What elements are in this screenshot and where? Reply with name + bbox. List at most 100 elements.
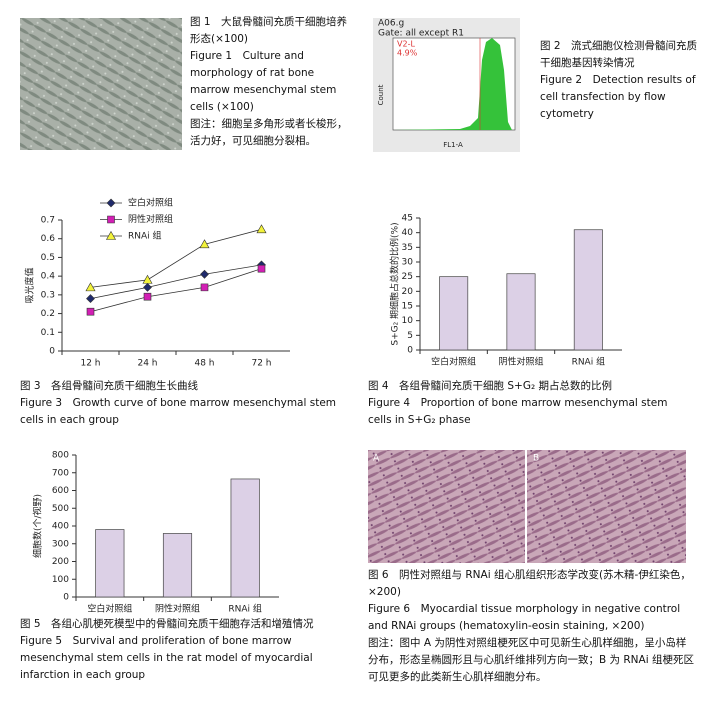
series-line [90,228,262,288]
y-tick-label: 400 [52,522,69,532]
y-tick-label: 0 [407,346,413,356]
point [257,264,266,273]
bar [230,478,260,598]
flow-histogram [393,38,512,130]
x-tick-label: 72 h [251,359,271,369]
flow-region: V2-L [397,40,415,49]
y-tick-label: 0.1 [41,328,55,338]
legend-marker [107,215,115,224]
y-tick-label: 200 [52,557,69,567]
series-line [90,268,262,313]
caption-en: Figure 4 Proportion of bone marrow mesen… [368,397,668,426]
caption: 图 2 流式细胞仪检测骨髓间充质干细胞基因转染情况 Figure 2 Detec… [540,38,702,123]
caption-cn: 图 5 各组心肌梗死模型中的骨髓间充质干细胞存活和增殖情况 [20,618,314,630]
flow-gate: Gate: all except R1 [378,29,464,39]
legend-label: 空白对照组 [128,197,173,209]
bar [573,229,603,351]
caption-note: 图注：细胞呈多角形或者长梭形，活力好，可见细胞分裂相。 [190,118,348,147]
y-tick-label: 30 [402,258,414,268]
x-tick-label: RNAi 组 [228,603,262,615]
y-tick-label: 0 [63,593,69,603]
flow-panel: A06.g Gate: all except R1 V2-L 4.9% Coun… [373,18,520,152]
y-tick-label: 25 [402,272,413,282]
caption-en: Figure 3 Growth curve of bone marrow mes… [20,397,337,426]
caption-en: Figure 2 Detection results of cell trans… [540,74,696,120]
x-tick-label: 12 h [80,359,100,369]
caption-en: Figure 6 Myocardial tissue morphology in… [368,603,681,632]
caption-cn: 图 2 流式细胞仪检测骨髓间充质干细胞基因转染情况 [540,40,698,69]
point [142,274,153,284]
bar [95,529,125,598]
y-tick-label: 700 [52,468,69,478]
flow-ylabel: Count [377,84,385,105]
caption-cn: 图 3 各组骨髓间充质干细胞生长曲线 [20,380,199,392]
y-axis-label: S+G₂ 期细胞占总数的比例(%) [389,222,401,345]
caption-en: Figure 1 Culture and morphology of rat b… [190,50,337,113]
y-tick-label: 40 [402,228,414,238]
legend-marker [105,230,117,240]
bar [439,276,469,351]
caption: 图 6 阴性对照组与 RNAi 组心肌组织形态学改变(苏木精-伊红染色，×200… [368,567,694,686]
legend-label: 阴性对照组 [128,213,173,225]
y-tick-label: 45 [402,214,413,224]
caption-note: 图注：图中 A 为阴性对照组梗死区中可见新生心肌样细胞，呈小岛样分布，形态呈椭圆… [368,637,694,683]
y-tick-label: 500 [52,504,69,514]
legend-marker [106,198,116,208]
y-tick-label: 5 [407,331,413,341]
y-tick-label: 0.7 [41,216,55,226]
y-axis-label: 吸光度值 [24,267,36,303]
x-tick-label: 阴性对照组 [498,356,543,368]
y-tick-label: 35 [402,243,413,253]
y-tick-label: 0 [49,347,55,357]
y-tick-label: 20 [402,287,414,297]
y-tick-label: 0.6 [41,234,56,244]
caption-en: Figure 5 Survival and proliferation of b… [20,635,313,681]
point [200,283,209,292]
x-tick-label: 48 h [194,359,214,369]
x-tick-label: 24 h [137,359,157,369]
x-tick-label: 空白对照组 [431,356,476,368]
y-tick-label: 15 [402,302,413,312]
point [85,282,96,292]
point [86,307,95,316]
fig1-image [20,18,182,150]
flow-percent: 4.9% [397,49,418,58]
bar [162,533,193,598]
bar [506,273,536,351]
point [143,282,152,292]
y-tick-label: 0.3 [41,290,55,300]
flow-title: A06.g [378,19,404,29]
y-tick-label: 100 [52,575,69,585]
caption-cn: 图 1 大鼠骨髓间充质干细胞培养形态(×100) [190,16,348,45]
point [143,292,152,301]
point [86,294,95,304]
y-axis-label: 细胞数(个/视野) [32,494,44,558]
y-tick-label: 10 [402,316,414,326]
y-tick-label: 0.4 [41,272,56,282]
x-tick-label: RNAi 组 [572,356,606,368]
caption: 图 3 各组骨髓间充质干细胞生长曲线 Figure 3 Growth curve… [20,378,340,429]
legend-label: RNAi 组 [128,230,162,242]
y-tick-label: 300 [52,539,69,549]
caption-cn: 图 6 阴性对照组与 RNAi 组心肌组织形态学改变(苏木精-伊红染色，×200… [368,569,691,598]
panel-label: A [373,454,380,464]
caption: 图 4 各组骨髓间充质干细胞 S+G₂ 期占总数的比例 Figure 4 Pro… [368,378,690,429]
panel-label: B [533,454,539,464]
fig6-image-a [368,450,525,563]
series-line [90,264,262,299]
point [256,224,267,234]
caption: 图 1 大鼠骨髓间充质干细胞培养形态(×100) Figure 1 Cultur… [190,14,348,150]
caption: 图 5 各组心肌梗死模型中的骨髓间充质干细胞存活和增殖情况 Figure 5 S… [20,616,342,684]
fig6-image-b [527,450,686,563]
caption-cn: 图 4 各组骨髓间充质干细胞 S+G₂ 期占总数的比例 [368,380,613,392]
y-tick-label: 0.2 [41,309,55,319]
flow-xlabel: FL1-A [443,141,463,149]
y-tick-label: 600 [52,486,69,496]
point [200,269,209,279]
x-tick-label: 阴性对照组 [155,603,200,615]
x-tick-label: 空白对照组 [87,603,132,615]
y-tick-label: 0.5 [41,253,55,263]
y-tick-label: 800 [52,451,69,461]
